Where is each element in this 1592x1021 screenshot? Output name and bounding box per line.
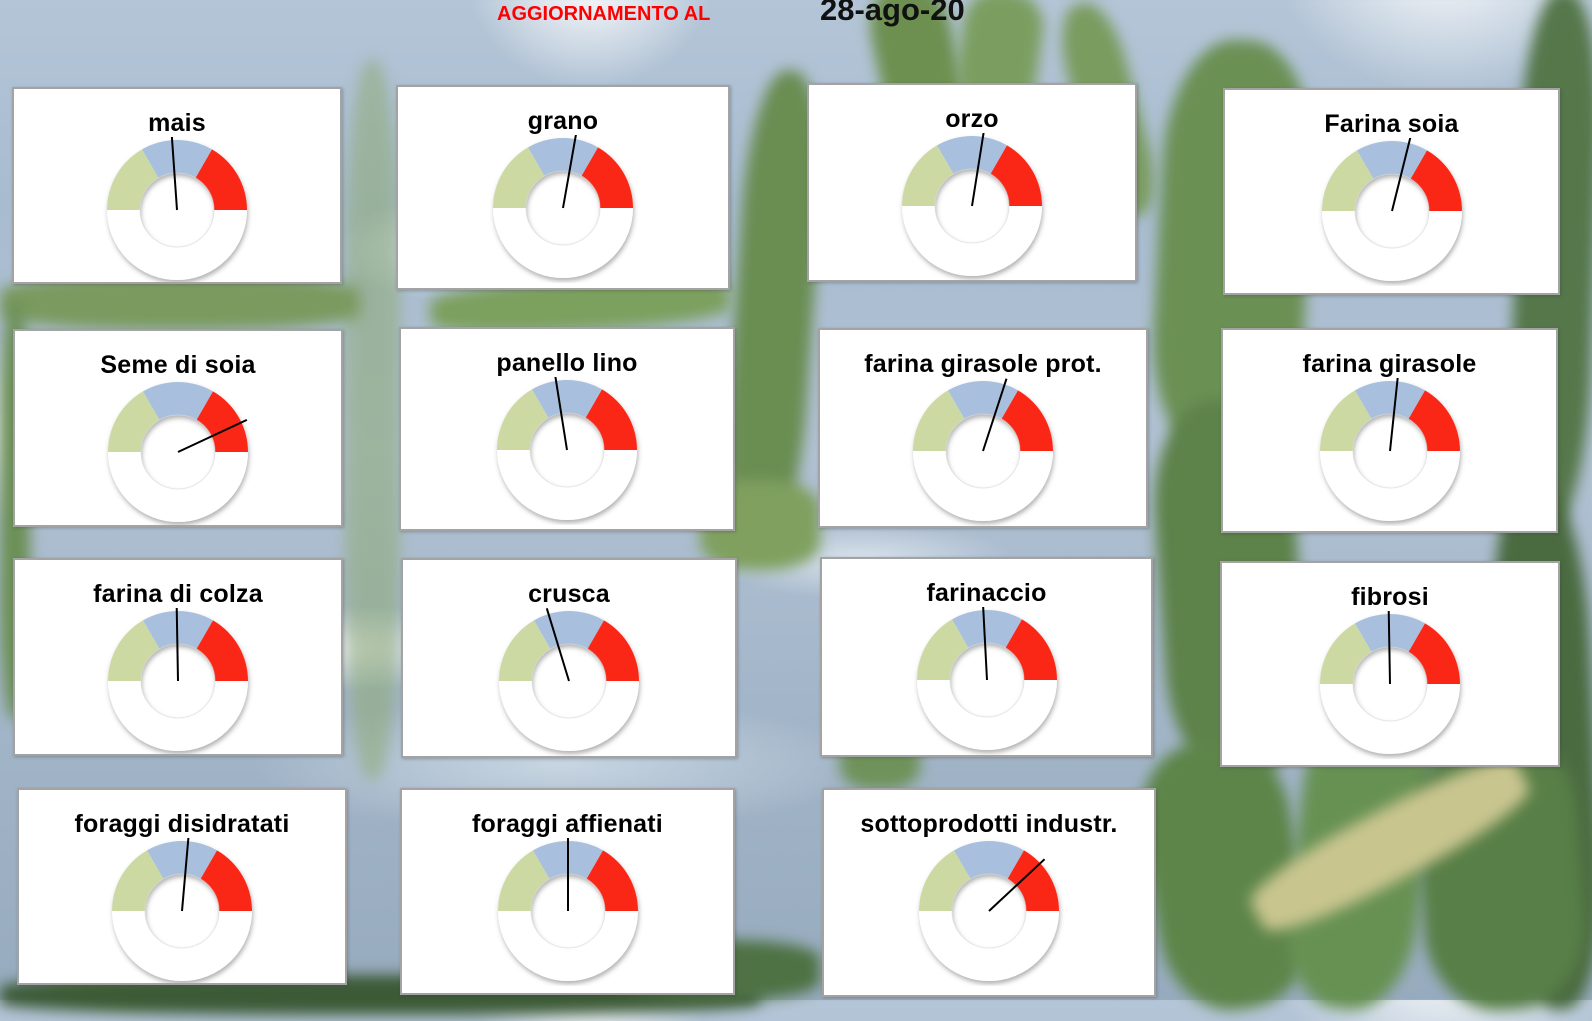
gauge-title: foraggi affienati xyxy=(472,810,663,838)
gauge-dial xyxy=(101,134,253,282)
gauge-card-farina-girasole-prot: farina girasole prot. xyxy=(818,328,1148,528)
gauge-dial xyxy=(1314,607,1466,759)
gauge-dial xyxy=(493,608,645,756)
gauge-title: farinaccio xyxy=(926,579,1047,607)
update-label: AGGIORNAMENTO AL xyxy=(497,3,711,25)
gauge-dial xyxy=(911,604,1063,755)
update-date: 28-ago-20 xyxy=(820,0,965,27)
gauge-card-fibrosi: fibrosi xyxy=(1220,561,1560,767)
gauge-dial xyxy=(896,130,1048,280)
gauge-card-farina-di-colza: farina di colza xyxy=(13,558,343,756)
gauge-dial xyxy=(492,835,644,986)
gauge-title: grano xyxy=(527,107,599,135)
gauge-title: Farina soia xyxy=(1324,110,1459,138)
gauge-card-farinaccio: farinaccio xyxy=(820,557,1153,757)
gauge-dial xyxy=(491,374,643,525)
gauge-card-seme-di-soia: Seme di soia xyxy=(13,329,343,527)
gauge-dial xyxy=(102,379,254,525)
gauge-card-foraggi-affienati: foraggi affienati xyxy=(400,788,735,995)
gauge-card-mais: mais xyxy=(12,87,342,284)
gauge-card-panello-lino: panello lino xyxy=(399,327,735,531)
gauge-card-crusca: crusca xyxy=(401,558,737,758)
gauge-card-grano: grano xyxy=(396,85,730,290)
gauge-dial xyxy=(907,378,1059,526)
gauge-title: foraggi disidratati xyxy=(74,810,290,838)
gauge-title: fibrosi xyxy=(1351,583,1429,611)
gauge-dial xyxy=(106,835,258,983)
gauge-title: farina di colza xyxy=(93,580,263,608)
gauge-dial xyxy=(1314,375,1466,526)
gauge-card-farina-soia: Farina soia xyxy=(1223,88,1560,295)
gauge-card-orzo: orzo xyxy=(807,83,1137,282)
gauge-dial xyxy=(1316,137,1468,286)
gauge-title: orzo xyxy=(945,105,999,133)
wheat-ear-photo-element xyxy=(0,275,360,330)
gauge-dial xyxy=(487,132,639,283)
gauge-card-sottoprodotti-industr: sottoprodotti industr. xyxy=(822,788,1156,997)
gauge-dial xyxy=(913,838,1065,986)
gauge-card-foraggi-disidratati: foraggi disidratati xyxy=(17,788,347,985)
gauge-title: farina girasole prot. xyxy=(864,350,1102,378)
gauge-title: mais xyxy=(148,109,206,137)
wheat-stalk-photo-element xyxy=(345,60,400,780)
gauge-title: panello lino xyxy=(496,349,638,377)
gauge-title: farina girasole xyxy=(1302,350,1477,378)
gauge-card-farina-girasole: farina girasole xyxy=(1221,328,1558,533)
gauge-title: Seme di soia xyxy=(100,351,256,379)
gauge-dial xyxy=(102,604,254,754)
gauge-title: sottoprodotti industr. xyxy=(860,810,1118,838)
gauge-title: crusca xyxy=(528,580,610,608)
